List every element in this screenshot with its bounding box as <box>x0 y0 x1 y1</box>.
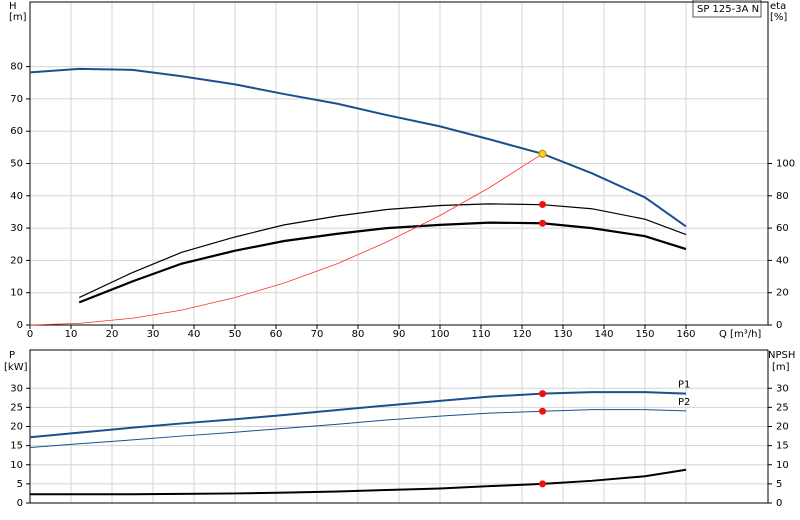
model-box <box>692 0 762 18</box>
series-label: P2 <box>678 397 690 408</box>
y2-tick-label: 20 <box>776 288 789 299</box>
series-line <box>78 221 687 304</box>
y-tick-label: 20 <box>10 422 23 433</box>
y2-label: eta <box>770 1 786 12</box>
y-tick-label: 25 <box>10 402 23 413</box>
y-tick-label: 0 <box>17 320 23 331</box>
x-label: Q [m³/h] <box>719 329 761 340</box>
y2-tick-label: 80 <box>776 191 789 202</box>
y2-tick-label: 10 <box>776 460 789 471</box>
operating-point <box>539 407 546 415</box>
x-tick-label: 40 <box>188 329 201 340</box>
y-tick-label: 40 <box>10 191 23 202</box>
y2-tick-label: 0 <box>776 498 782 509</box>
y2-tick-label: 100 <box>776 159 795 170</box>
x-tick-label: 60 <box>270 329 283 340</box>
operating-point <box>538 149 547 158</box>
series-line <box>30 468 687 496</box>
x-tick-label: 150 <box>635 329 654 340</box>
y2-label: NPSH <box>768 350 795 361</box>
series-line <box>29 409 687 449</box>
x-tick-label: 130 <box>553 329 572 340</box>
y-tick-label: 30 <box>10 223 23 234</box>
y-tick-label: 60 <box>10 126 23 137</box>
x-tick-label: 100 <box>430 329 449 340</box>
y-tick-label: 10 <box>10 460 23 471</box>
y2-tick-label: 60 <box>776 223 789 234</box>
y2-unit: [m] <box>772 362 790 373</box>
y-label: P <box>9 350 15 361</box>
y-unit: [kW] <box>4 362 28 373</box>
operating-point <box>539 201 546 209</box>
x-tick-label: 140 <box>594 329 613 340</box>
y2-tick-label: 5 <box>776 479 782 490</box>
y-tick-label: 15 <box>10 441 23 452</box>
series-line <box>29 153 543 326</box>
y2-tick-label: 30 <box>776 383 789 394</box>
series-line <box>78 203 687 299</box>
x-tick-label: 20 <box>106 329 119 340</box>
y2-tick-label: 40 <box>776 255 789 266</box>
plot-frame <box>29 1 769 326</box>
y-label: H <box>9 1 17 12</box>
x-tick-label: 120 <box>512 329 531 340</box>
series-label: P1 <box>678 380 690 391</box>
model-label: SP 125-3A N <box>697 4 759 15</box>
y-tick-label: 0 <box>17 498 23 509</box>
y2-tick-label: 15 <box>776 441 789 452</box>
plot-frame <box>29 349 769 504</box>
x-tick-label: 80 <box>352 329 365 340</box>
operating-point <box>539 219 546 227</box>
operating-point <box>539 390 546 398</box>
x-tick-label: 30 <box>147 329 160 340</box>
x-tick-label: 50 <box>229 329 242 340</box>
y2-tick-label: 25 <box>776 402 789 413</box>
y-tick-label: 20 <box>10 255 23 266</box>
series-line <box>29 391 687 439</box>
x-tick-label: 70 <box>311 329 324 340</box>
y2-tick-label: 0 <box>776 320 782 331</box>
x-tick-label: 110 <box>471 329 490 340</box>
y-tick-label: 5 <box>17 479 23 490</box>
y-tick-label: 80 <box>10 62 23 73</box>
y-tick-label: 30 <box>10 383 23 394</box>
x-tick-label: 90 <box>393 329 406 340</box>
y2-tick-label: 20 <box>776 422 789 433</box>
series-line <box>29 67 687 228</box>
x-tick-label: 10 <box>65 329 78 340</box>
y-tick-label: 70 <box>10 94 23 105</box>
y2-unit: [%] <box>770 12 787 23</box>
y-tick-label: 50 <box>10 159 23 170</box>
y-unit: [m] <box>9 12 27 23</box>
y-tick-label: 10 <box>10 288 23 299</box>
x-tick-label: 0 <box>27 329 33 340</box>
operating-point <box>539 480 546 488</box>
x-tick-label: 160 <box>676 329 695 340</box>
